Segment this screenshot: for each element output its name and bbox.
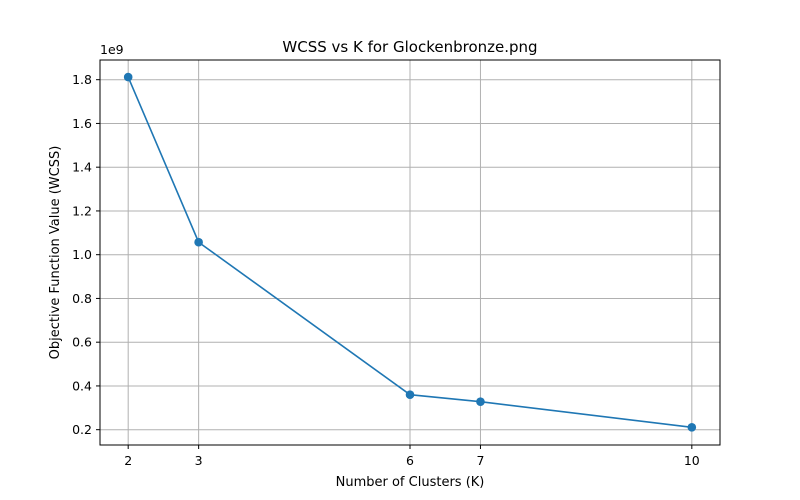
x-tick-label: 2 <box>124 453 132 468</box>
y-tick-label: 0.4 <box>72 378 92 393</box>
y-axis-offset-label: 1e9 <box>100 42 124 57</box>
axis-ticks: 2 3 6 7 10 0.2 0.4 0.6 0.8 1.0 1.2 1.4 1.6 1.8 <box>72 72 700 468</box>
x-tick-label: 3 <box>195 453 203 468</box>
x-tick-label: 10 <box>684 453 700 468</box>
y-tick-label: 1.4 <box>72 160 92 175</box>
data-series <box>123 72 697 432</box>
y-tick-label: 0.2 <box>72 422 92 437</box>
data-point <box>123 72 133 82</box>
x-tick-label: 6 <box>406 453 414 468</box>
y-tick-label: 1.6 <box>72 116 92 131</box>
y-tick-label: 0.8 <box>72 291 92 306</box>
grid-lines <box>100 60 720 445</box>
data-point <box>405 390 415 399</box>
x-axis-label: Number of Clusters (K) <box>336 475 485 490</box>
x-tick-label: 7 <box>476 453 484 468</box>
data-point <box>194 237 203 247</box>
y-tick-label: 1.2 <box>72 203 92 218</box>
chart-title: WCSS vs K for Glockenbronze.png <box>282 38 537 56</box>
data-point <box>476 397 485 406</box>
data-point <box>687 422 697 432</box>
y-tick-label: 0.6 <box>72 335 92 350</box>
y-axis-label: Objective Function Value (WCSS) <box>48 146 63 360</box>
y-tick-label: 1.0 <box>72 247 92 262</box>
y-tick-label: 1.8 <box>72 72 92 87</box>
